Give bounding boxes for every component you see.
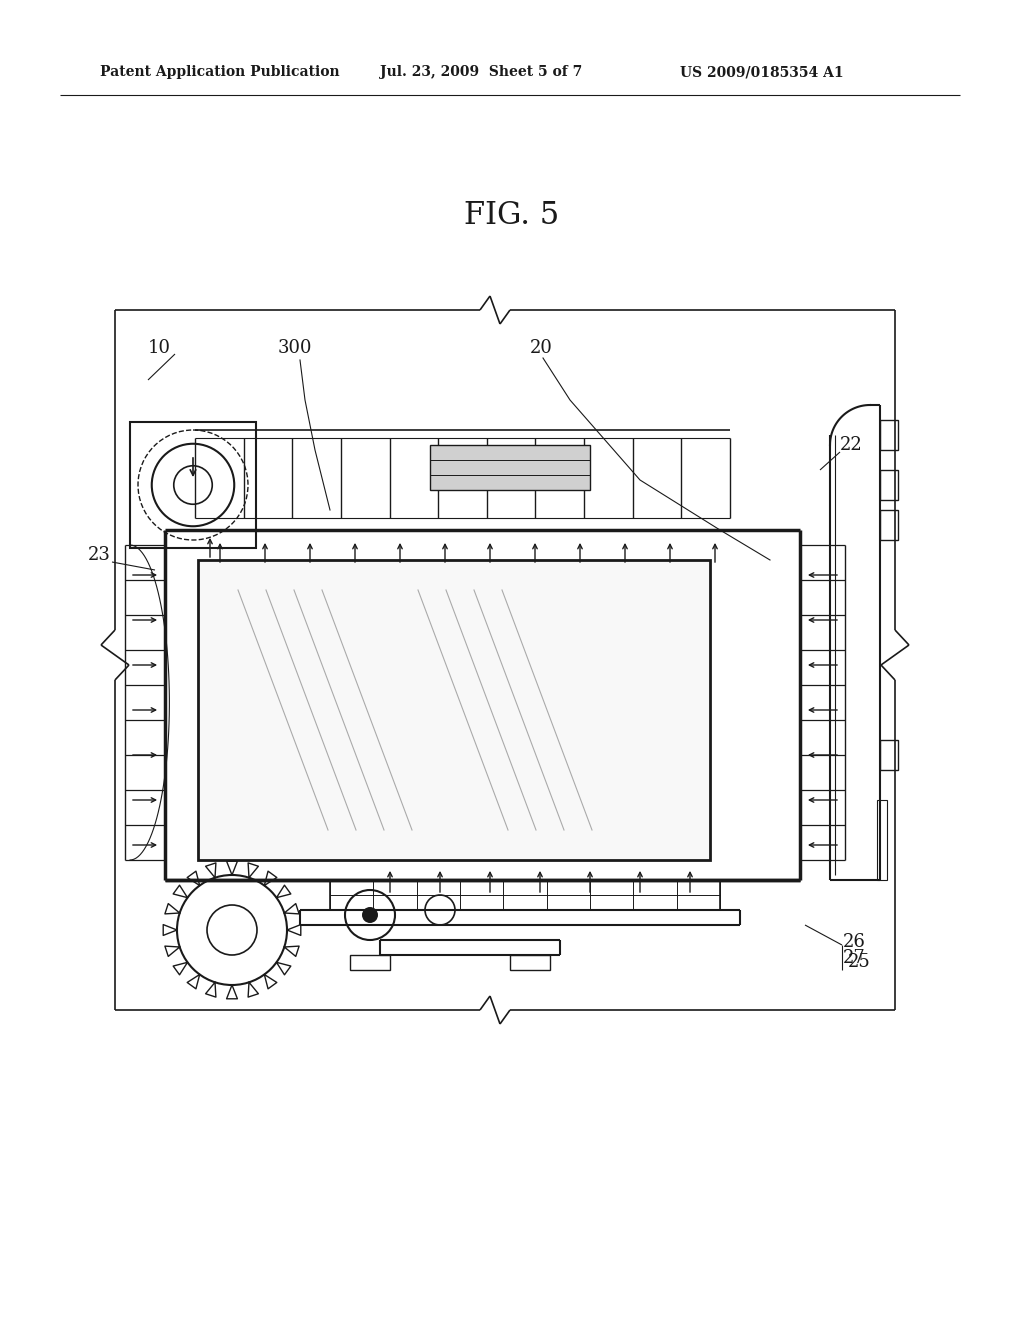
Text: Patent Application Publication: Patent Application Publication (100, 65, 340, 79)
FancyArrowPatch shape (809, 708, 838, 713)
Bar (510, 954, 550, 970)
FancyArrowPatch shape (133, 797, 156, 803)
Bar (877, 800, 887, 880)
FancyArrowPatch shape (208, 540, 212, 557)
FancyArrowPatch shape (133, 573, 156, 577)
Text: 26: 26 (843, 933, 866, 950)
FancyArrowPatch shape (263, 544, 267, 562)
Text: 10: 10 (148, 339, 171, 356)
FancyArrowPatch shape (809, 842, 838, 847)
Text: US 2009/0185354 A1: US 2009/0185354 A1 (680, 65, 844, 79)
Bar (880, 510, 898, 540)
FancyArrowPatch shape (668, 544, 672, 562)
FancyArrowPatch shape (133, 663, 156, 667)
FancyArrowPatch shape (487, 873, 493, 892)
Text: 300: 300 (278, 339, 312, 356)
Bar (330, 880, 720, 909)
FancyArrowPatch shape (397, 544, 402, 562)
FancyArrowPatch shape (353, 544, 357, 562)
FancyArrowPatch shape (538, 873, 543, 892)
Bar (350, 954, 390, 970)
Text: 20: 20 (530, 339, 553, 356)
Text: 23: 23 (88, 546, 111, 564)
FancyArrowPatch shape (388, 873, 392, 892)
Text: 25: 25 (848, 953, 870, 972)
FancyArrowPatch shape (133, 842, 156, 847)
Bar (880, 741, 898, 770)
Text: 22: 22 (840, 436, 863, 454)
FancyArrowPatch shape (809, 663, 838, 667)
FancyArrowPatch shape (133, 708, 156, 713)
FancyArrowPatch shape (308, 544, 312, 562)
Text: FIG. 5: FIG. 5 (464, 199, 560, 231)
FancyArrowPatch shape (133, 752, 156, 758)
FancyArrowPatch shape (809, 797, 838, 803)
Circle shape (362, 907, 378, 923)
Bar (130, 422, 256, 548)
FancyArrowPatch shape (190, 458, 196, 475)
FancyArrowPatch shape (809, 618, 838, 622)
FancyArrowPatch shape (809, 752, 838, 758)
Bar (880, 470, 898, 500)
FancyArrowPatch shape (218, 544, 222, 562)
FancyArrowPatch shape (638, 873, 642, 892)
FancyArrowPatch shape (623, 544, 628, 562)
FancyArrowPatch shape (713, 544, 717, 562)
FancyArrowPatch shape (809, 573, 838, 577)
FancyArrowPatch shape (438, 873, 442, 892)
FancyArrowPatch shape (578, 544, 583, 562)
FancyArrowPatch shape (588, 873, 592, 892)
FancyArrowPatch shape (442, 544, 447, 562)
Bar (198, 560, 710, 861)
FancyArrowPatch shape (532, 544, 538, 562)
Bar (430, 445, 590, 490)
FancyArrowPatch shape (487, 544, 493, 562)
FancyArrowPatch shape (688, 873, 692, 892)
Text: 27: 27 (843, 949, 865, 968)
Text: Jul. 23, 2009  Sheet 5 of 7: Jul. 23, 2009 Sheet 5 of 7 (380, 65, 583, 79)
Bar (880, 420, 898, 450)
FancyArrowPatch shape (133, 618, 156, 622)
